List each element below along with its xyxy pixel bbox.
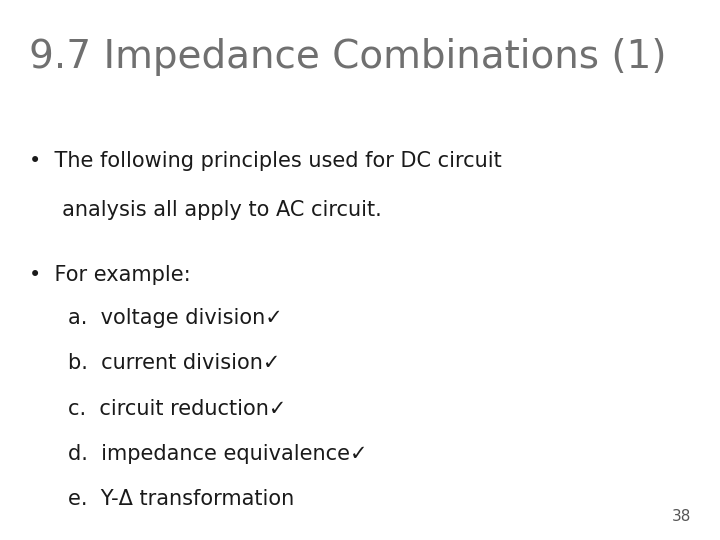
Text: c.  circuit reduction✓: c. circuit reduction✓ bbox=[68, 399, 287, 418]
Text: e.  Y-Δ transformation: e. Y-Δ transformation bbox=[68, 489, 294, 509]
Text: 38: 38 bbox=[672, 509, 691, 524]
Text: •  The following principles used for DC circuit: • The following principles used for DC c… bbox=[29, 151, 502, 171]
Text: analysis all apply to AC circuit.: analysis all apply to AC circuit. bbox=[29, 200, 382, 220]
Text: •  For example:: • For example: bbox=[29, 265, 190, 285]
Text: 9.7 Impedance Combinations (1): 9.7 Impedance Combinations (1) bbox=[29, 38, 666, 76]
Text: b.  current division✓: b. current division✓ bbox=[68, 353, 281, 373]
Text: d.  impedance equivalence✓: d. impedance equivalence✓ bbox=[68, 444, 368, 464]
Text: a.  voltage division✓: a. voltage division✓ bbox=[68, 308, 283, 328]
